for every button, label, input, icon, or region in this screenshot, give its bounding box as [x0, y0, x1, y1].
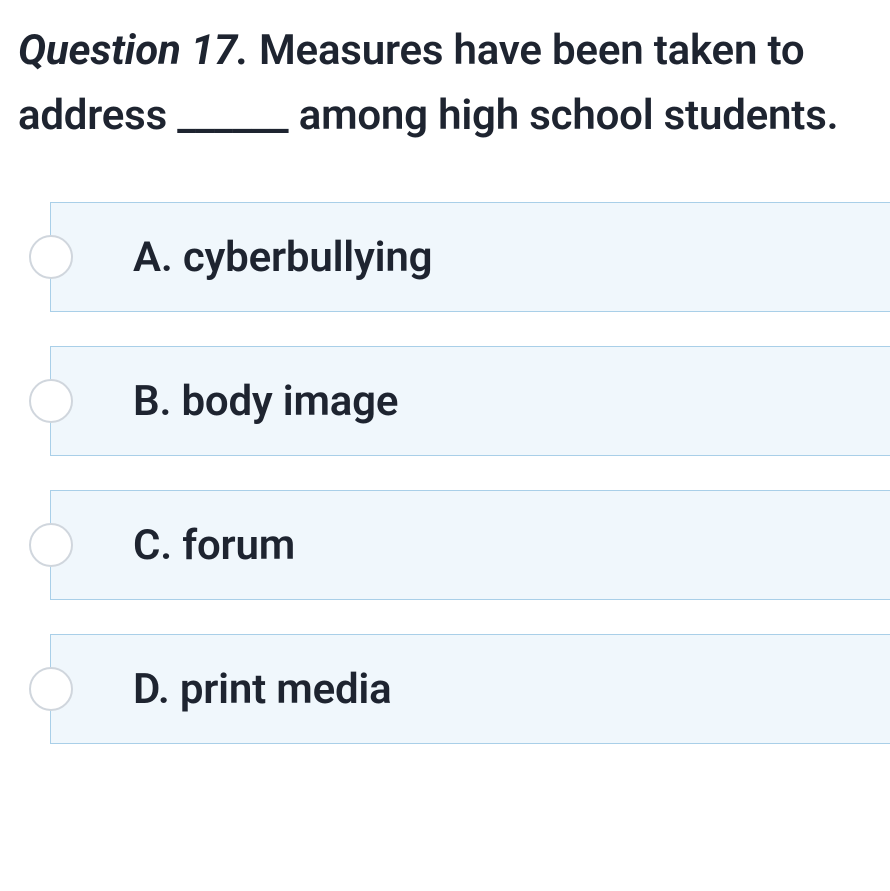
option-text: print media: [180, 665, 392, 714]
option-text: cyberbullying: [183, 233, 433, 282]
radio-icon[interactable]: [29, 235, 73, 279]
question-stem-after: among high school students.: [288, 91, 838, 140]
option-letter: C.: [133, 521, 172, 570]
option-text: body image: [181, 377, 398, 426]
question-number-label: Question 17.: [18, 26, 249, 75]
quiz-page: Question 17. Measures have been taken to…: [0, 0, 890, 744]
option-letter: A.: [133, 233, 173, 282]
option-c[interactable]: C. forum: [50, 490, 890, 600]
option-letter: D.: [133, 665, 170, 714]
question-text: Question 17. Measures have been taken to…: [18, 18, 890, 148]
option-text: forum: [182, 521, 295, 570]
radio-icon[interactable]: [29, 667, 73, 711]
option-d[interactable]: D. print media: [50, 634, 890, 744]
option-a[interactable]: A. cyberbullying: [50, 202, 890, 312]
option-b[interactable]: B. body image: [50, 346, 890, 456]
radio-icon[interactable]: [29, 379, 73, 423]
option-label: D. print media: [133, 665, 392, 714]
option-label: A. cyberbullying: [133, 233, 432, 282]
option-label: B. body image: [133, 377, 398, 426]
options-list: A. cyberbullying B. body image C. forum …: [18, 202, 890, 744]
option-label: C. forum: [133, 521, 295, 570]
question-blank: ______: [177, 91, 288, 140]
option-letter: B.: [133, 377, 171, 426]
radio-icon[interactable]: [29, 523, 73, 567]
